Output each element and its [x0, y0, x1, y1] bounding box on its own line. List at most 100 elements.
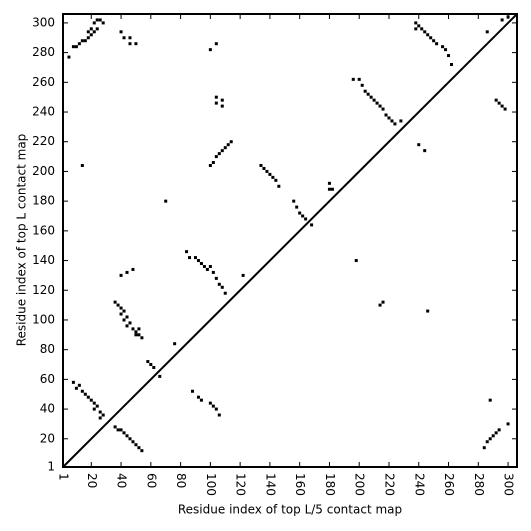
x-tick-label: 140 — [263, 473, 277, 496]
contact-point — [497, 101, 501, 105]
contact-point — [137, 327, 141, 331]
contact-point — [265, 169, 269, 173]
contact-point — [128, 321, 132, 325]
contact-point — [363, 89, 367, 93]
contact-point — [274, 178, 278, 182]
contact-point — [223, 291, 227, 295]
contact-point — [432, 39, 436, 43]
contact-point — [80, 163, 84, 167]
contact-point — [503, 107, 507, 111]
contact-point — [360, 83, 364, 87]
contact-point — [414, 27, 418, 31]
contact-point — [173, 342, 177, 346]
contact-point — [226, 143, 230, 147]
contact-point — [217, 152, 221, 156]
contact-point — [420, 27, 424, 31]
y-tick-label: 220 — [32, 134, 55, 148]
x-tick-label: 280 — [472, 473, 486, 496]
contact-point — [327, 187, 331, 191]
contact-point — [268, 172, 272, 176]
contact-point — [74, 45, 78, 49]
y-tick-label: 160 — [32, 223, 55, 237]
contact-point — [137, 446, 141, 450]
contact-point — [485, 30, 489, 34]
contact-point — [214, 42, 218, 46]
contact-point — [119, 312, 123, 316]
contact-point — [134, 333, 138, 337]
contact-point — [113, 300, 117, 304]
contact-point — [86, 36, 90, 40]
contact-point — [128, 42, 132, 46]
contact-point — [500, 18, 504, 22]
contact-point — [83, 39, 87, 43]
contact-point — [86, 30, 90, 34]
contact-point — [217, 282, 221, 286]
contact-point — [497, 428, 501, 432]
contact-point — [74, 386, 78, 390]
contact-point — [375, 101, 379, 105]
y-tick-label: 260 — [32, 75, 55, 89]
contact-point — [146, 360, 150, 364]
contact-point — [101, 413, 105, 417]
contact-point — [122, 36, 126, 40]
y-tick-label: 20 — [40, 431, 55, 445]
x-tick-label: 1 — [57, 473, 71, 481]
contact-point — [330, 187, 334, 191]
contact-point — [423, 149, 427, 153]
contact-point — [310, 223, 314, 227]
contact-point — [241, 273, 245, 277]
contact-point — [447, 54, 451, 58]
contact-point — [119, 273, 123, 277]
contact-point — [193, 256, 197, 260]
contact-point — [185, 250, 189, 254]
contact-point — [158, 374, 162, 378]
contact-point — [426, 33, 430, 37]
y-tick-label: 180 — [32, 194, 55, 208]
y-tick-label: 240 — [32, 105, 55, 119]
x-tick-label: 120 — [234, 473, 248, 496]
contact-point — [164, 199, 168, 203]
contact-point — [134, 42, 138, 46]
contact-point — [71, 380, 75, 384]
contact-point — [327, 181, 331, 185]
x-tick-label: 160 — [293, 473, 307, 496]
y-tick-label: 40 — [40, 402, 55, 416]
contact-point — [92, 401, 96, 405]
contact-point — [485, 440, 489, 444]
contact-point — [83, 392, 87, 396]
contact-point — [357, 77, 361, 81]
contact-point — [220, 98, 224, 102]
contact-point — [292, 199, 296, 203]
contact-point — [128, 437, 132, 441]
contact-point — [71, 45, 75, 49]
contact-point — [223, 146, 227, 150]
contact-point — [384, 113, 388, 117]
contact-point — [125, 270, 129, 274]
contact-point — [125, 434, 129, 438]
contact-point — [444, 48, 448, 52]
contact-point — [366, 92, 370, 96]
contact-point — [125, 315, 129, 319]
y-tick-label: 300 — [32, 15, 55, 29]
contact-point — [134, 443, 138, 447]
contact-point — [89, 398, 93, 402]
x-tick-label: 240 — [412, 473, 426, 496]
contact-point — [119, 428, 123, 432]
contact-point — [500, 104, 504, 108]
contact-point — [393, 122, 397, 126]
contact-point — [98, 18, 102, 22]
contact-point — [92, 21, 96, 25]
contact-point — [214, 407, 218, 411]
contact-point — [369, 95, 373, 99]
contact-point — [259, 163, 263, 167]
contact-point — [119, 30, 123, 34]
contact-point — [211, 270, 215, 274]
contact-point — [220, 285, 224, 289]
contact-point — [95, 27, 99, 31]
contact-point — [149, 363, 153, 367]
contact-point — [488, 437, 492, 441]
contact-point — [417, 143, 421, 147]
contact-point — [116, 303, 120, 307]
x-tick-label: 300 — [502, 473, 516, 496]
contact-point — [211, 161, 215, 165]
